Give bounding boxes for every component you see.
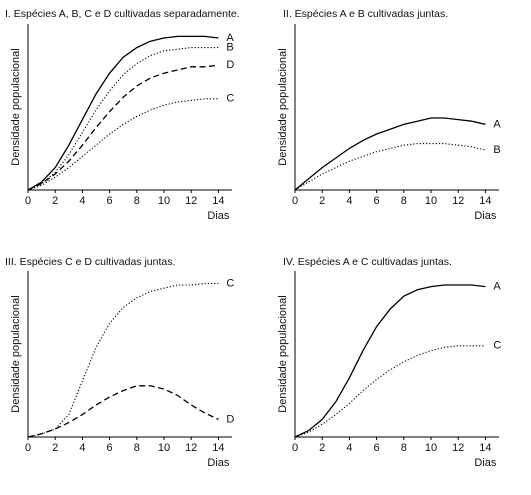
x-tick-label: 8 (401, 195, 407, 207)
x-tick-label: 2 (319, 442, 325, 454)
x-tick-label: 4 (79, 442, 85, 454)
x-tick-label: 10 (425, 195, 437, 207)
x-tick-label: 6 (374, 442, 380, 454)
x-tick-label: 8 (134, 195, 140, 207)
x-tick-label: 2 (52, 442, 58, 454)
chart-title: IV. Espécies A e C cultivadas juntas. (283, 256, 452, 268)
series-label: A (226, 32, 234, 44)
x-tick-label: 12 (185, 442, 197, 454)
series-line (294, 117, 486, 191)
series-label: D (226, 59, 234, 71)
series-label: C (226, 277, 234, 289)
x-tick-label: 2 (319, 195, 325, 207)
series-line (27, 47, 219, 191)
x-tick-label: 6 (107, 195, 113, 207)
x-tick-label: 0 (25, 442, 31, 454)
series-line (294, 284, 486, 438)
x-tick-label: 14 (212, 442, 224, 454)
chart-title: I. Espécies A, B, C e D cultivadas separ… (5, 8, 240, 20)
chart-title: II. Espécies A e B cultivadas juntas. (283, 8, 448, 20)
x-axis-label: Dias (207, 457, 230, 469)
series-label: C (226, 93, 234, 105)
series-label: A (493, 118, 501, 130)
x-axis-label: Dias (474, 210, 497, 222)
x-tick-label: 0 (292, 195, 298, 207)
x-tick-label: 8 (134, 442, 140, 454)
x-tick-label: 10 (158, 195, 170, 207)
series-label: D (226, 413, 234, 425)
x-tick-label: 8 (401, 442, 407, 454)
series-label: B (226, 42, 233, 54)
chart-title: III. Espécies C e D cultivadas juntas. (5, 256, 175, 268)
x-tick-label: 2 (52, 195, 58, 207)
x-tick-label: 4 (79, 195, 85, 207)
series-line (27, 98, 219, 191)
series-line (294, 345, 486, 438)
x-tick-label: 0 (25, 195, 31, 207)
series-line (27, 64, 219, 191)
x-tick-label: 10 (158, 442, 170, 454)
x-tick-label: 12 (452, 195, 464, 207)
y-axis-label: Densidade populacional (10, 48, 22, 165)
x-tick-label: 14 (212, 195, 224, 207)
x-tick-label: 6 (107, 442, 113, 454)
x-tick-label: 12 (452, 442, 464, 454)
series-line (27, 282, 219, 438)
y-axis-label: Densidade populacional (10, 295, 22, 412)
series-label: B (493, 144, 500, 156)
x-tick-label: 12 (185, 195, 197, 207)
series-line (27, 385, 219, 438)
x-axis-label: Dias (474, 457, 497, 469)
x-tick-label: 14 (479, 442, 491, 454)
x-tick-label: 6 (374, 195, 380, 207)
x-tick-label: 10 (425, 442, 437, 454)
x-tick-label: 14 (479, 195, 491, 207)
y-axis-label: Densidade populacional (277, 295, 289, 412)
series-line (27, 35, 219, 191)
x-tick-label: 0 (292, 442, 298, 454)
x-tick-label: 4 (346, 195, 352, 207)
series-label: A (493, 281, 501, 293)
x-axis-label: Dias (207, 210, 230, 222)
x-tick-label: 4 (346, 442, 352, 454)
series-label: C (493, 340, 501, 352)
y-axis-label: Densidade populacional (277, 48, 289, 165)
